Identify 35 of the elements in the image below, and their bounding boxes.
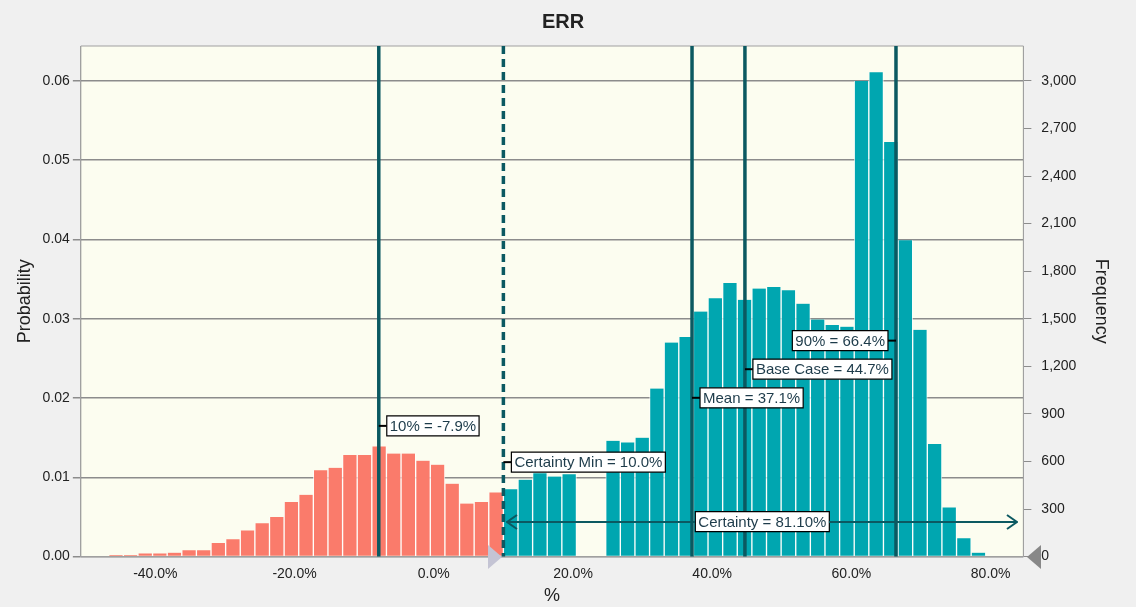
ref-line-label: 10% = -7.9% [389, 417, 477, 435]
chart-title: ERR [541, 9, 585, 32]
y2-tick-label: 1,200 [1041, 357, 1077, 374]
x-axis-title: % [544, 585, 561, 606]
y-tick-label: 0.05 [42, 151, 71, 168]
ref-line-label: 90% = 66.4% [795, 331, 885, 349]
annotation: Certainty = 81.10% [698, 512, 827, 530]
x-tick-label: 0.0% [417, 564, 450, 581]
y2-tick-label: 300 [1041, 499, 1065, 516]
x-tick-label: 80.0% [970, 564, 1011, 581]
y-tick-label: 0.06 [42, 71, 71, 88]
y2-tick-label: 2,100 [1041, 214, 1077, 231]
x-tick-label: -40.0% [133, 564, 178, 581]
y-tick-label: 0.01 [42, 468, 71, 485]
y2-tick-label: 600 [1041, 452, 1065, 469]
y-axis-title: Probability [13, 259, 34, 344]
x-tick-label: 60.0% [831, 564, 872, 581]
y-tick-label: 0.04 [42, 230, 71, 247]
y2-tick-label: 1,500 [1041, 309, 1077, 326]
y2-tick-label: 0 [1041, 547, 1050, 564]
x-tick-label: -20.0% [272, 564, 317, 581]
ref-line-label: Mean = 37.1% [703, 388, 801, 406]
x-tick-label: 20.0% [553, 564, 593, 581]
ref-line-label: Certainty Min = 10.0% [514, 453, 663, 471]
y2-tick-label: 900 [1041, 404, 1065, 421]
y-tick-label: 0.02 [42, 388, 71, 405]
ref-line-label: Base Case = 44.7% [755, 360, 889, 378]
y-tick-label: 0.03 [42, 309, 71, 326]
y2-axis-title: Frequency [1092, 258, 1113, 344]
y2-tick-label: 3,000 [1041, 71, 1077, 88]
y2-tick-label: 2,400 [1041, 166, 1077, 183]
x-tick-label: 40.0% [692, 564, 733, 581]
y-tick-label: 0.00 [42, 547, 71, 564]
y2-tick-label: 1,800 [1041, 262, 1077, 279]
y2-tick-label: 2,700 [1041, 119, 1077, 136]
